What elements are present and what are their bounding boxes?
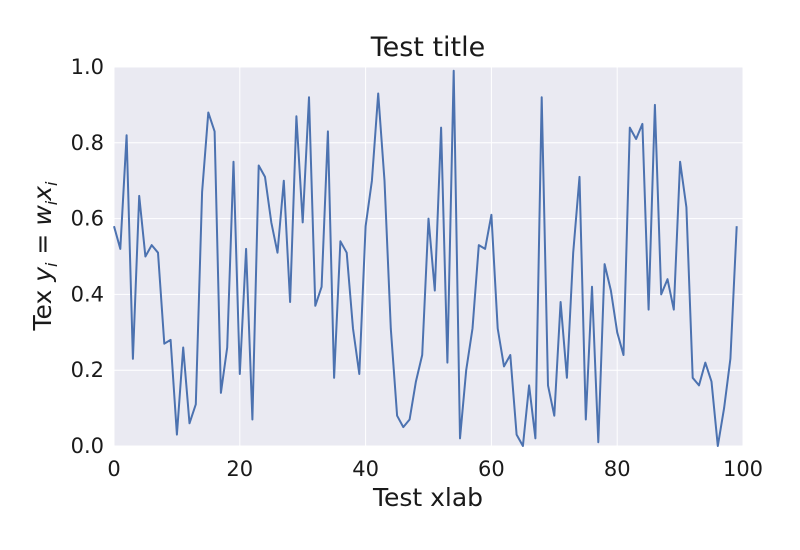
y-tick-label: 0.8: [71, 131, 104, 155]
plot-background: [114, 67, 743, 446]
y-axis-label-w: w: [28, 205, 57, 226]
y-axis-label-sub-2: i: [42, 200, 61, 205]
x-tick-label: 60: [478, 457, 505, 481]
y-axis-label: Tex yi = wixi: [28, 181, 61, 332]
data-series-line: [113, 69, 738, 447]
x-tick-label: 20: [226, 457, 253, 481]
y-axis-label-eq: =: [28, 226, 57, 263]
y-tick-label: 1.0: [71, 55, 104, 79]
y-axis-label-y: y: [28, 266, 57, 283]
chart-title: Test title: [370, 32, 486, 63]
y-axis-label-sub-3: i: [42, 181, 61, 186]
x-tick-labels: 0 20 40 60 80 100: [107, 457, 763, 481]
y-tick-label: 0.4: [71, 282, 104, 306]
x-tick-label: 0: [107, 457, 120, 481]
y-tick-label: 0.6: [71, 207, 104, 231]
y-axis-label-sub-1: i: [42, 262, 61, 267]
series-line: [113, 69, 738, 447]
x-tick-label: 80: [604, 457, 631, 481]
y-axis-label-x: x: [28, 186, 57, 202]
y-axis-label-prefix: Tex: [28, 282, 57, 332]
x-tick-label: 40: [352, 457, 379, 481]
y-tick-label: 0.2: [71, 358, 104, 382]
x-tick-label: 100: [723, 457, 763, 481]
y-tick-label: 0.0: [71, 434, 104, 458]
y-tick-labels: 0.0 0.2 0.4 0.6 0.8 1.0: [71, 55, 104, 458]
x-axis-label: Test xlab: [372, 483, 483, 512]
